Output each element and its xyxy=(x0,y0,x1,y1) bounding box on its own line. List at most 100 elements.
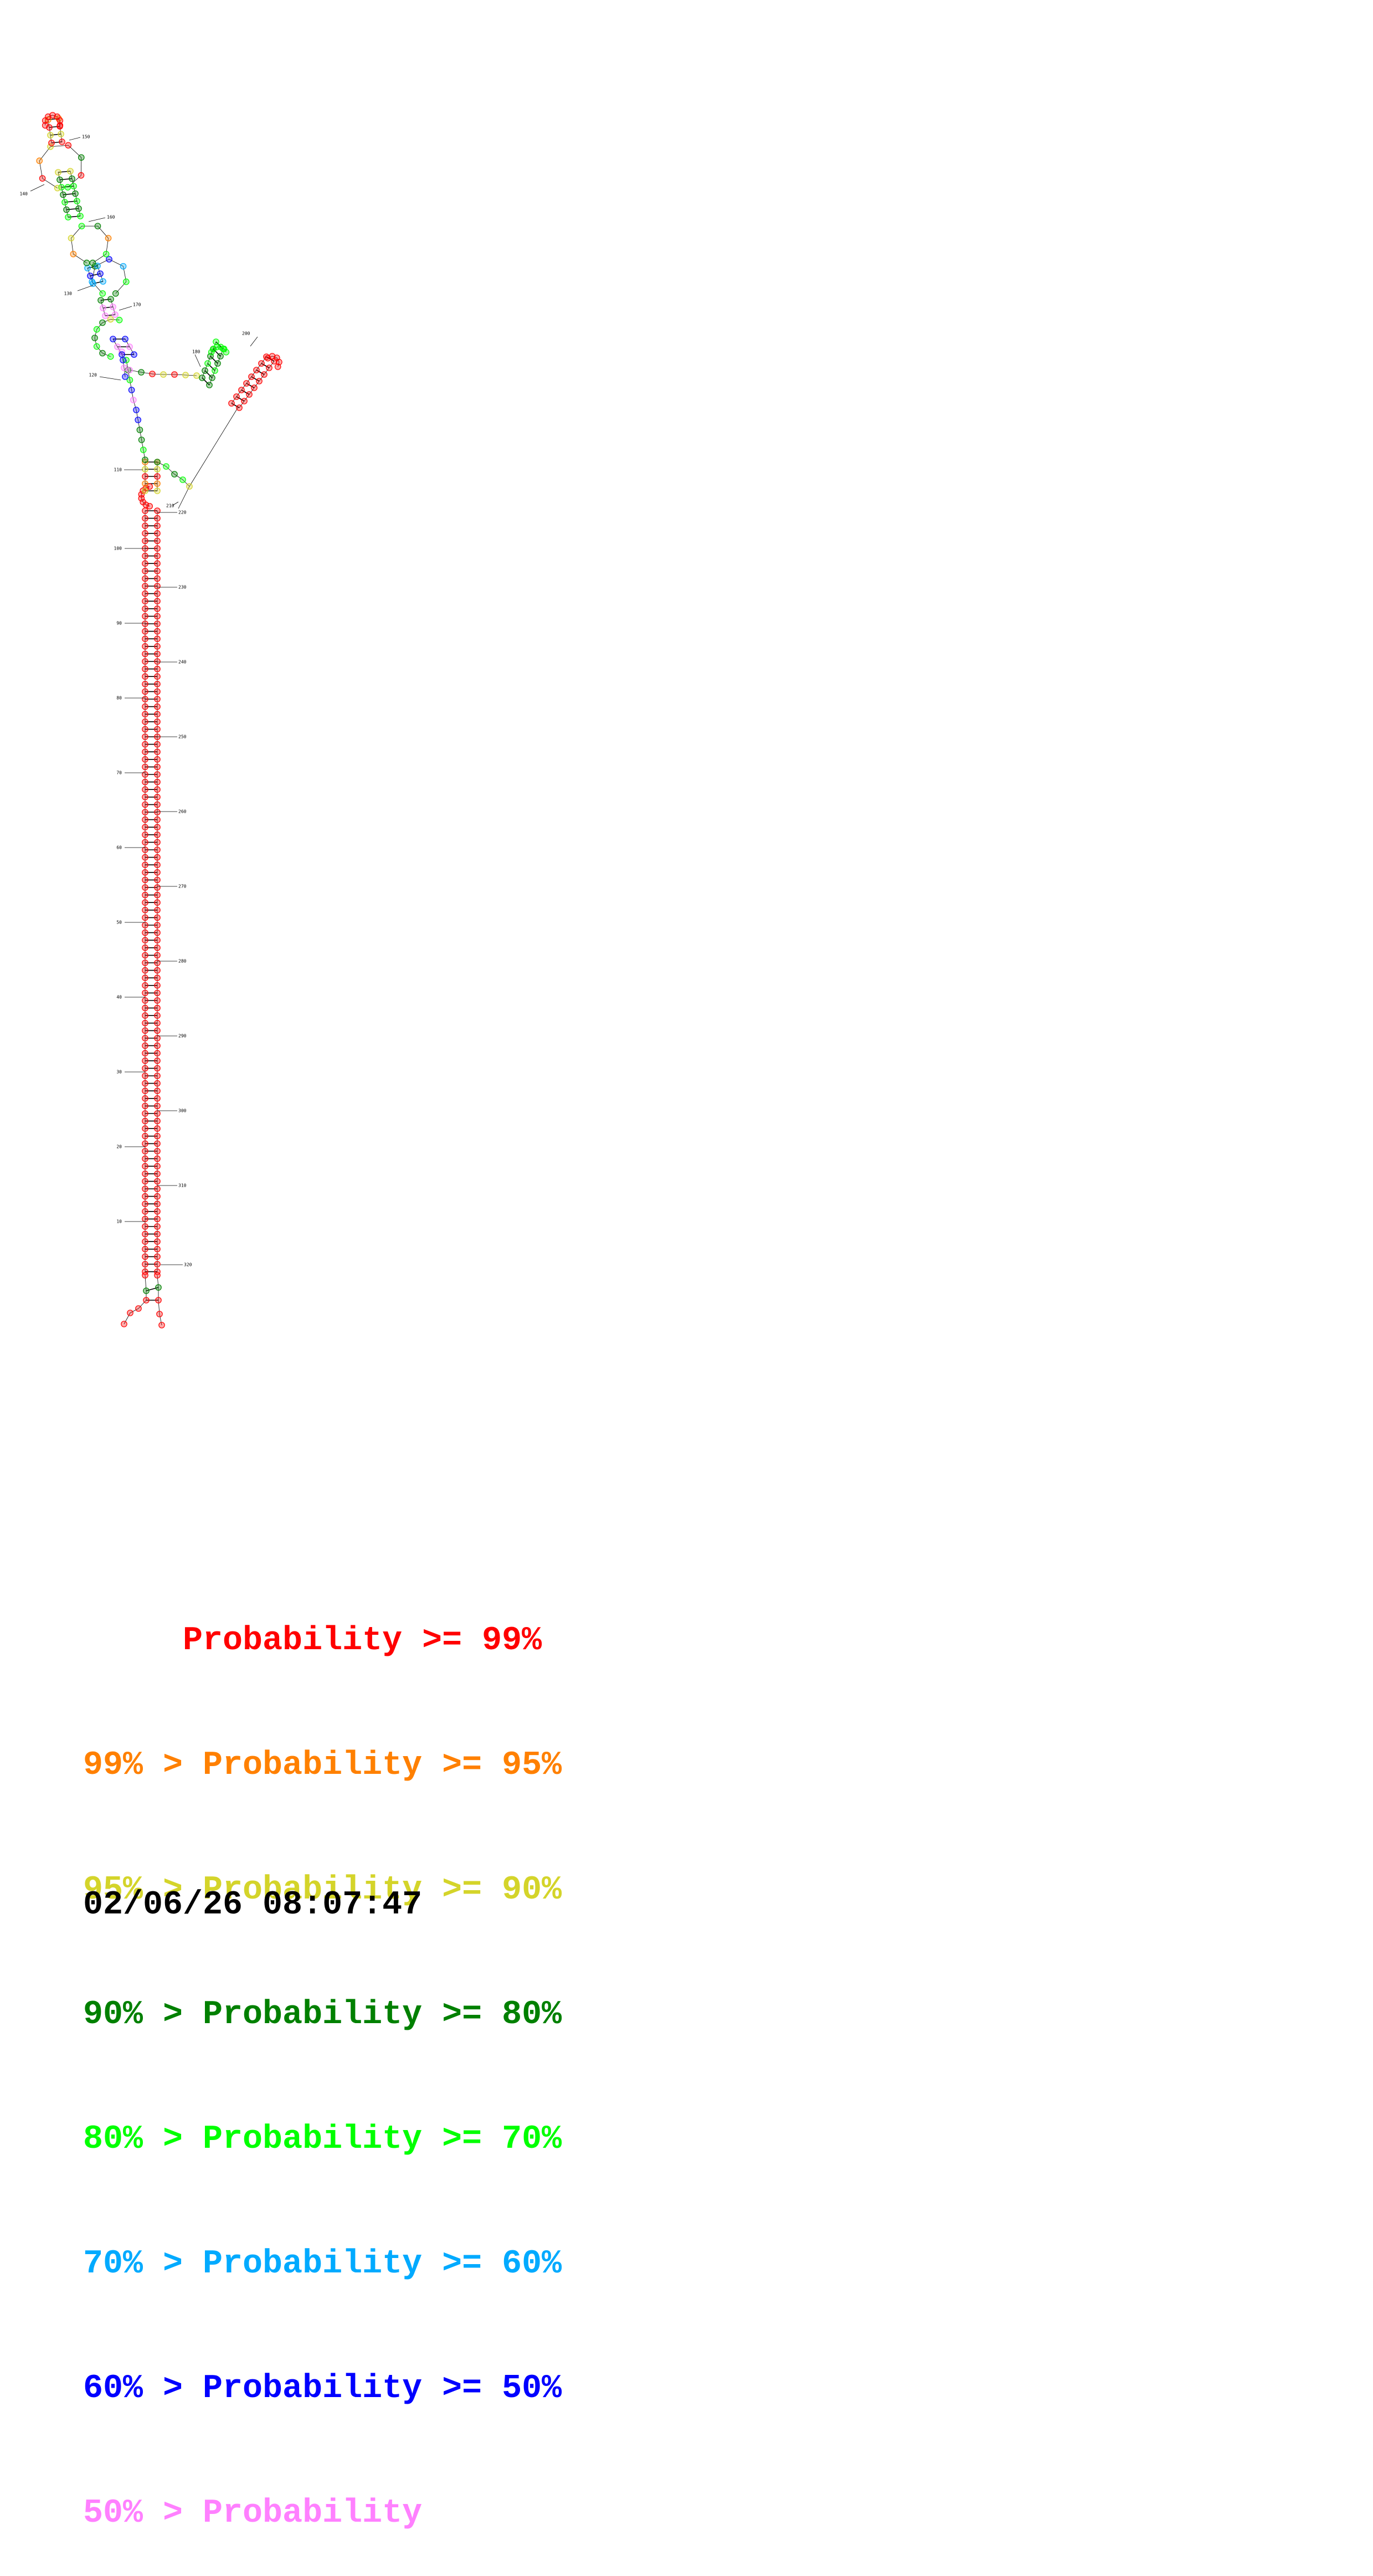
tick-label: 250 xyxy=(178,735,187,740)
nucleotide xyxy=(155,561,160,566)
nucleotide xyxy=(142,779,148,784)
nucleotide xyxy=(205,361,210,366)
nucleotide xyxy=(142,474,148,479)
nucleotide xyxy=(142,481,148,486)
nucleotide xyxy=(142,832,148,838)
nucleotide xyxy=(155,1050,160,1056)
tick-label: 40 xyxy=(116,995,122,1000)
nucleotide xyxy=(142,757,148,762)
nucleotide xyxy=(142,1201,148,1207)
nucleotide xyxy=(155,1261,160,1267)
legend-row-4: 90% > Probability >= 80% xyxy=(83,1994,562,2036)
nucleotide xyxy=(142,1126,148,1131)
nucleotide xyxy=(142,1073,148,1079)
nucleotide xyxy=(142,591,148,596)
nucleotide xyxy=(155,787,160,792)
nucleotide xyxy=(199,375,205,381)
nucleotide xyxy=(218,353,223,359)
nucleotide xyxy=(65,214,71,220)
legend-row-8: 50% > Probability xyxy=(83,2493,562,2534)
nucleotide xyxy=(155,1186,160,1192)
nucleotide xyxy=(68,168,73,174)
nucleotide xyxy=(142,1209,148,1214)
rna-structure-diagram: 1020304050607080901002202302402502602702… xyxy=(0,0,1373,1440)
nucleotide xyxy=(142,749,148,755)
nucleotide xyxy=(142,674,148,679)
nucleotide xyxy=(141,447,146,453)
nucleotide xyxy=(155,628,160,634)
nucleotide xyxy=(107,316,113,322)
nucleotide xyxy=(142,1216,148,1222)
tick-label: 10 xyxy=(116,1219,122,1224)
legend-row-1: Probability >= 99% xyxy=(83,1620,562,1662)
nucleotide xyxy=(142,952,148,958)
nucleotide xyxy=(107,353,113,359)
nucleotide xyxy=(155,952,160,958)
nucleotide xyxy=(142,817,148,822)
nucleotide xyxy=(155,681,160,687)
tick-label: 310 xyxy=(178,1183,187,1188)
nucleotide xyxy=(261,372,267,377)
nucleotide xyxy=(131,352,137,357)
nucleotide xyxy=(155,726,160,732)
nucleotide xyxy=(275,364,281,370)
nucleotide xyxy=(142,1163,148,1169)
nucleotide xyxy=(155,1096,160,1101)
nucleotide xyxy=(155,1065,160,1071)
nucleotide xyxy=(172,471,177,477)
nucleotide xyxy=(155,998,160,1003)
bond-line xyxy=(119,306,132,310)
nucleotide xyxy=(155,613,160,619)
nucleotide xyxy=(74,198,80,204)
nucleotide xyxy=(155,764,160,769)
nucleotide xyxy=(142,930,148,935)
nucleotide xyxy=(142,870,148,875)
nucleotide xyxy=(142,457,148,463)
nucleotide xyxy=(212,368,218,373)
nucleotide xyxy=(183,372,188,378)
nucleotide xyxy=(49,140,54,146)
nucleotide xyxy=(155,975,160,981)
nucleotide xyxy=(155,674,160,679)
nucleotide xyxy=(155,847,160,853)
nucleotide xyxy=(155,1020,160,1026)
nucleotide xyxy=(142,915,148,920)
nucleotide xyxy=(155,885,160,890)
nucleotide xyxy=(142,802,148,807)
nucleotide xyxy=(155,870,160,875)
nucleotide xyxy=(142,741,148,747)
nucleotide xyxy=(71,183,76,189)
nucleotide xyxy=(142,937,148,943)
nucleotide xyxy=(155,576,160,581)
legend-row-5: 80% > Probability >= 70% xyxy=(83,2119,562,2161)
nucleotide xyxy=(155,1272,160,1278)
nucleotide xyxy=(155,809,160,815)
nucleotide xyxy=(142,666,148,671)
nucleotide xyxy=(155,689,160,694)
nucleotide xyxy=(142,1020,148,1026)
nucleotide xyxy=(155,598,160,604)
nucleotide xyxy=(142,508,148,514)
nucleotide xyxy=(97,271,103,276)
nucleotide xyxy=(142,1141,148,1146)
tick-label: 150 xyxy=(82,135,90,140)
tick-label: 60 xyxy=(116,845,122,850)
nucleotide xyxy=(55,170,61,175)
nucleotide xyxy=(94,343,100,349)
nucleotide xyxy=(142,839,148,845)
nucleotide xyxy=(155,1080,160,1086)
nucleotide xyxy=(155,659,160,664)
nucleotide xyxy=(155,553,160,558)
nucleotide xyxy=(156,1285,161,1290)
nucleotide xyxy=(155,1013,160,1018)
nucleotide xyxy=(142,983,148,988)
nucleotide xyxy=(58,131,64,137)
nucleotide xyxy=(155,892,160,897)
nucleotide xyxy=(155,1246,160,1252)
tick-label: 70 xyxy=(116,771,122,776)
nucleotide xyxy=(127,1310,133,1316)
nucleotide xyxy=(155,1058,160,1064)
nucleotide xyxy=(251,385,257,391)
nucleotide xyxy=(155,741,160,747)
nucleotide xyxy=(142,1005,148,1010)
